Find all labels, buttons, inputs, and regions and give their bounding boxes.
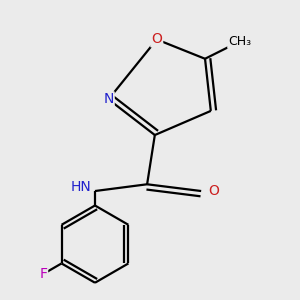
Text: F: F [39,267,47,281]
Text: HN: HN [70,180,91,194]
Text: O: O [151,32,162,46]
Text: CH₃: CH₃ [228,35,251,48]
Text: O: O [208,184,219,198]
Text: N: N [103,92,114,106]
